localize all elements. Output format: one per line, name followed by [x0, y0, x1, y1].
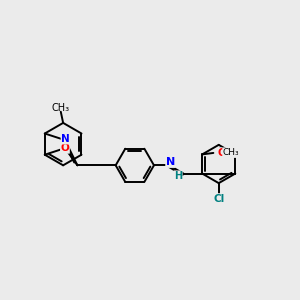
Text: CH₃: CH₃ [52, 103, 70, 113]
Text: O: O [217, 148, 226, 158]
Text: Cl: Cl [213, 194, 224, 204]
Text: CH₃: CH₃ [223, 148, 239, 158]
Text: N: N [61, 134, 70, 144]
Text: H: H [174, 171, 182, 181]
Text: O: O [61, 143, 69, 153]
Text: N: N [166, 158, 175, 167]
